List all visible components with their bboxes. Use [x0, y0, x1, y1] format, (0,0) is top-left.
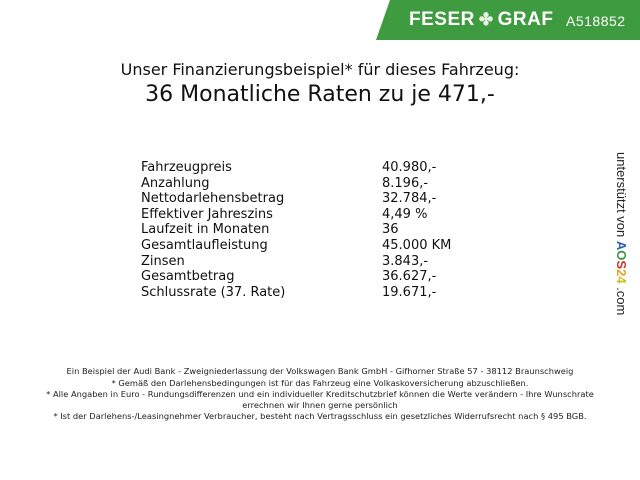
- row-value: 4,49 %: [382, 206, 428, 222]
- aos24-logo: AOS24: [614, 241, 629, 284]
- row-label: Zinsen: [141, 253, 185, 269]
- powered-by-text: unterstützt von: [614, 152, 629, 238]
- row-value: 36: [382, 222, 399, 238]
- table-row: Schlussrate (37. Rate) 19.671,-: [141, 285, 451, 301]
- row-label: Anzahlung: [141, 175, 210, 191]
- table-row: Nettodarlehensbetrag 32.784,-: [141, 191, 451, 207]
- table-row: Gesamtlaufleistung 45.000 KM: [141, 238, 451, 254]
- logo-letter: 4: [614, 276, 629, 284]
- logo-letter: O: [614, 250, 629, 261]
- row-value: 8.196,-: [382, 175, 429, 191]
- row-value: 36.627,-: [382, 269, 437, 285]
- row-value: 19.671,-: [382, 284, 437, 300]
- table-row: Laufzeit in Monaten 36: [141, 222, 451, 238]
- vehicle-code: A518852: [566, 13, 626, 29]
- clover-icon: ✤: [478, 10, 494, 29]
- row-label: Laufzeit in Monaten: [141, 222, 270, 238]
- dealer-banner: FESER ✤ GRAF A518852: [376, 0, 640, 40]
- legal-footer: Ein Beispiel der Audi Bank - Zweignieder…: [30, 366, 610, 423]
- footer-note: Ein Beispiel der Audi Bank - Zweignieder…: [66, 366, 574, 376]
- row-label: Nettodarlehensbetrag: [141, 191, 285, 207]
- footer-note: * Alle Angaben in Euro - Rundungsdiffere…: [46, 389, 594, 410]
- table-row: Anzahlung 8.196,-: [141, 176, 451, 192]
- row-value: 40.980,-: [382, 160, 437, 175]
- footer-note: * Ist der Darlehens-/Leasingnehmer Verbr…: [53, 411, 587, 422]
- brand-name: FESER: [409, 9, 475, 30]
- row-label: Effektiver Jahreszins: [141, 206, 273, 222]
- row-value: 3.843,-: [382, 253, 429, 269]
- row-label: Fahrzeugpreis: [141, 160, 232, 175]
- row-label: Gesamtbetrag: [141, 269, 235, 285]
- table-row: Zinsen 3.843,-: [141, 254, 451, 270]
- brand-name-2: GRAF: [497, 9, 554, 30]
- powered-by: unterstützt von AOS24 .com: [614, 152, 629, 315]
- table-row: Effektiver Jahreszins 4,49 %: [141, 207, 451, 223]
- logo-letter: S: [614, 260, 629, 270]
- financing-table: Fahrzeugpreis 40.980,- Anzahlung 8.196,- Net…: [141, 160, 451, 300]
- row-value: 32.784,-: [382, 191, 437, 207]
- row-label: Schlussrate (37. Rate): [141, 284, 286, 300]
- table-row: Fahrzeugpreis 40.980,-: [141, 160, 451, 176]
- dealer-logo: FESER ✤ GRAF: [409, 9, 553, 31]
- logo-letter: 2: [614, 269, 629, 277]
- logo-letter: A: [614, 240, 629, 251]
- financing-title: Unser Finanzierungsbeispiel* für dieses …: [120, 60, 520, 79]
- monthly-rate-headline: 36 Monatliche Raten zu je 471,-: [145, 82, 495, 107]
- logo-suffix: .com: [614, 287, 629, 316]
- table-row: Gesamtbetrag 36.627,-: [141, 269, 451, 285]
- row-value: 45.000 KM: [382, 237, 452, 253]
- footer-note: * Gemäß den Darlehensbedingungen ist für…: [111, 377, 529, 388]
- row-label: Gesamtlaufleistung: [141, 237, 268, 253]
